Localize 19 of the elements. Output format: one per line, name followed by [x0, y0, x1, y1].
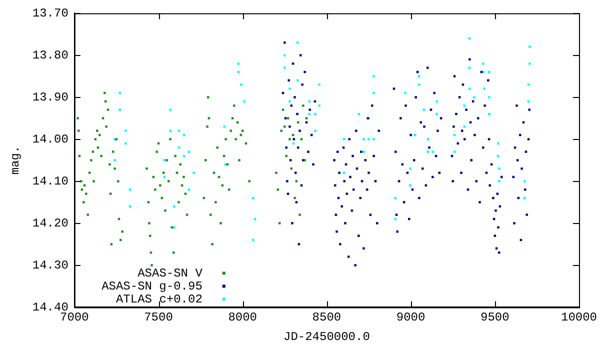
y-tick-label: 13.80 [32, 48, 68, 62]
y-tick-label: 14.20 [32, 216, 68, 230]
x-tick-label: 7000 [60, 310, 89, 325]
x-axis-title: JD-2450000.0 [283, 330, 370, 344]
x-tick-label: 7500 [144, 310, 173, 325]
x-tick-label: 9500 [480, 310, 510, 325]
y-tick-label: 14.30 [32, 258, 68, 272]
y-tick-label: 14.00 [32, 132, 68, 146]
y-tick-label: 14.10 [32, 174, 68, 188]
y-tick-label: 13.90 [32, 90, 68, 104]
x-tick-label: 9000 [396, 310, 426, 325]
legend-label: ASAS-SN g-0.95 [102, 279, 202, 294]
legend-label: ATLAS c+0.02 [116, 292, 202, 306]
x-tick-label: 10000 [560, 310, 598, 325]
y-tick-label: 13.70 [32, 6, 68, 20]
x-tick-label: 8000 [228, 310, 258, 325]
x-tick-label: 8500 [312, 310, 342, 325]
y-axis-title: mag. [8, 146, 22, 175]
legend-label: ASAS-SN V [138, 266, 204, 280]
